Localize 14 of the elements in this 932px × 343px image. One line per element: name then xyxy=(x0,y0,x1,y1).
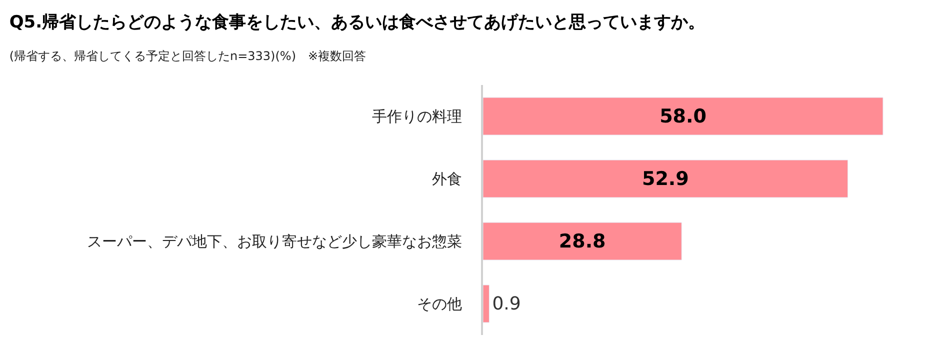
y-tick-label: スーパー、デパ地下、お取り寄せなど少し豪華なお惣菜 xyxy=(87,232,462,250)
data-label: 58.0 xyxy=(660,105,706,128)
data-label: 28.8 xyxy=(558,230,606,252)
text: (帰省する、帰省してくる予定と回答したn=333)(%) ※複数回答 xyxy=(9,48,366,63)
y-tick-label: 外食 xyxy=(432,170,462,188)
bar xyxy=(483,284,490,323)
bar xyxy=(483,222,682,260)
chart-title: Q5.帰省したらどのような食事をしたい、あるいは食べさせてあげたいと思っていますか。 xyxy=(9,12,706,32)
data-label: 0.9 xyxy=(492,293,521,314)
bar xyxy=(483,160,848,198)
data-label: 52.9 xyxy=(642,168,689,190)
bar xyxy=(483,97,884,136)
y-tick-label: その他 xyxy=(417,295,462,313)
y-tick-label: 手作りの料理 xyxy=(372,108,462,126)
